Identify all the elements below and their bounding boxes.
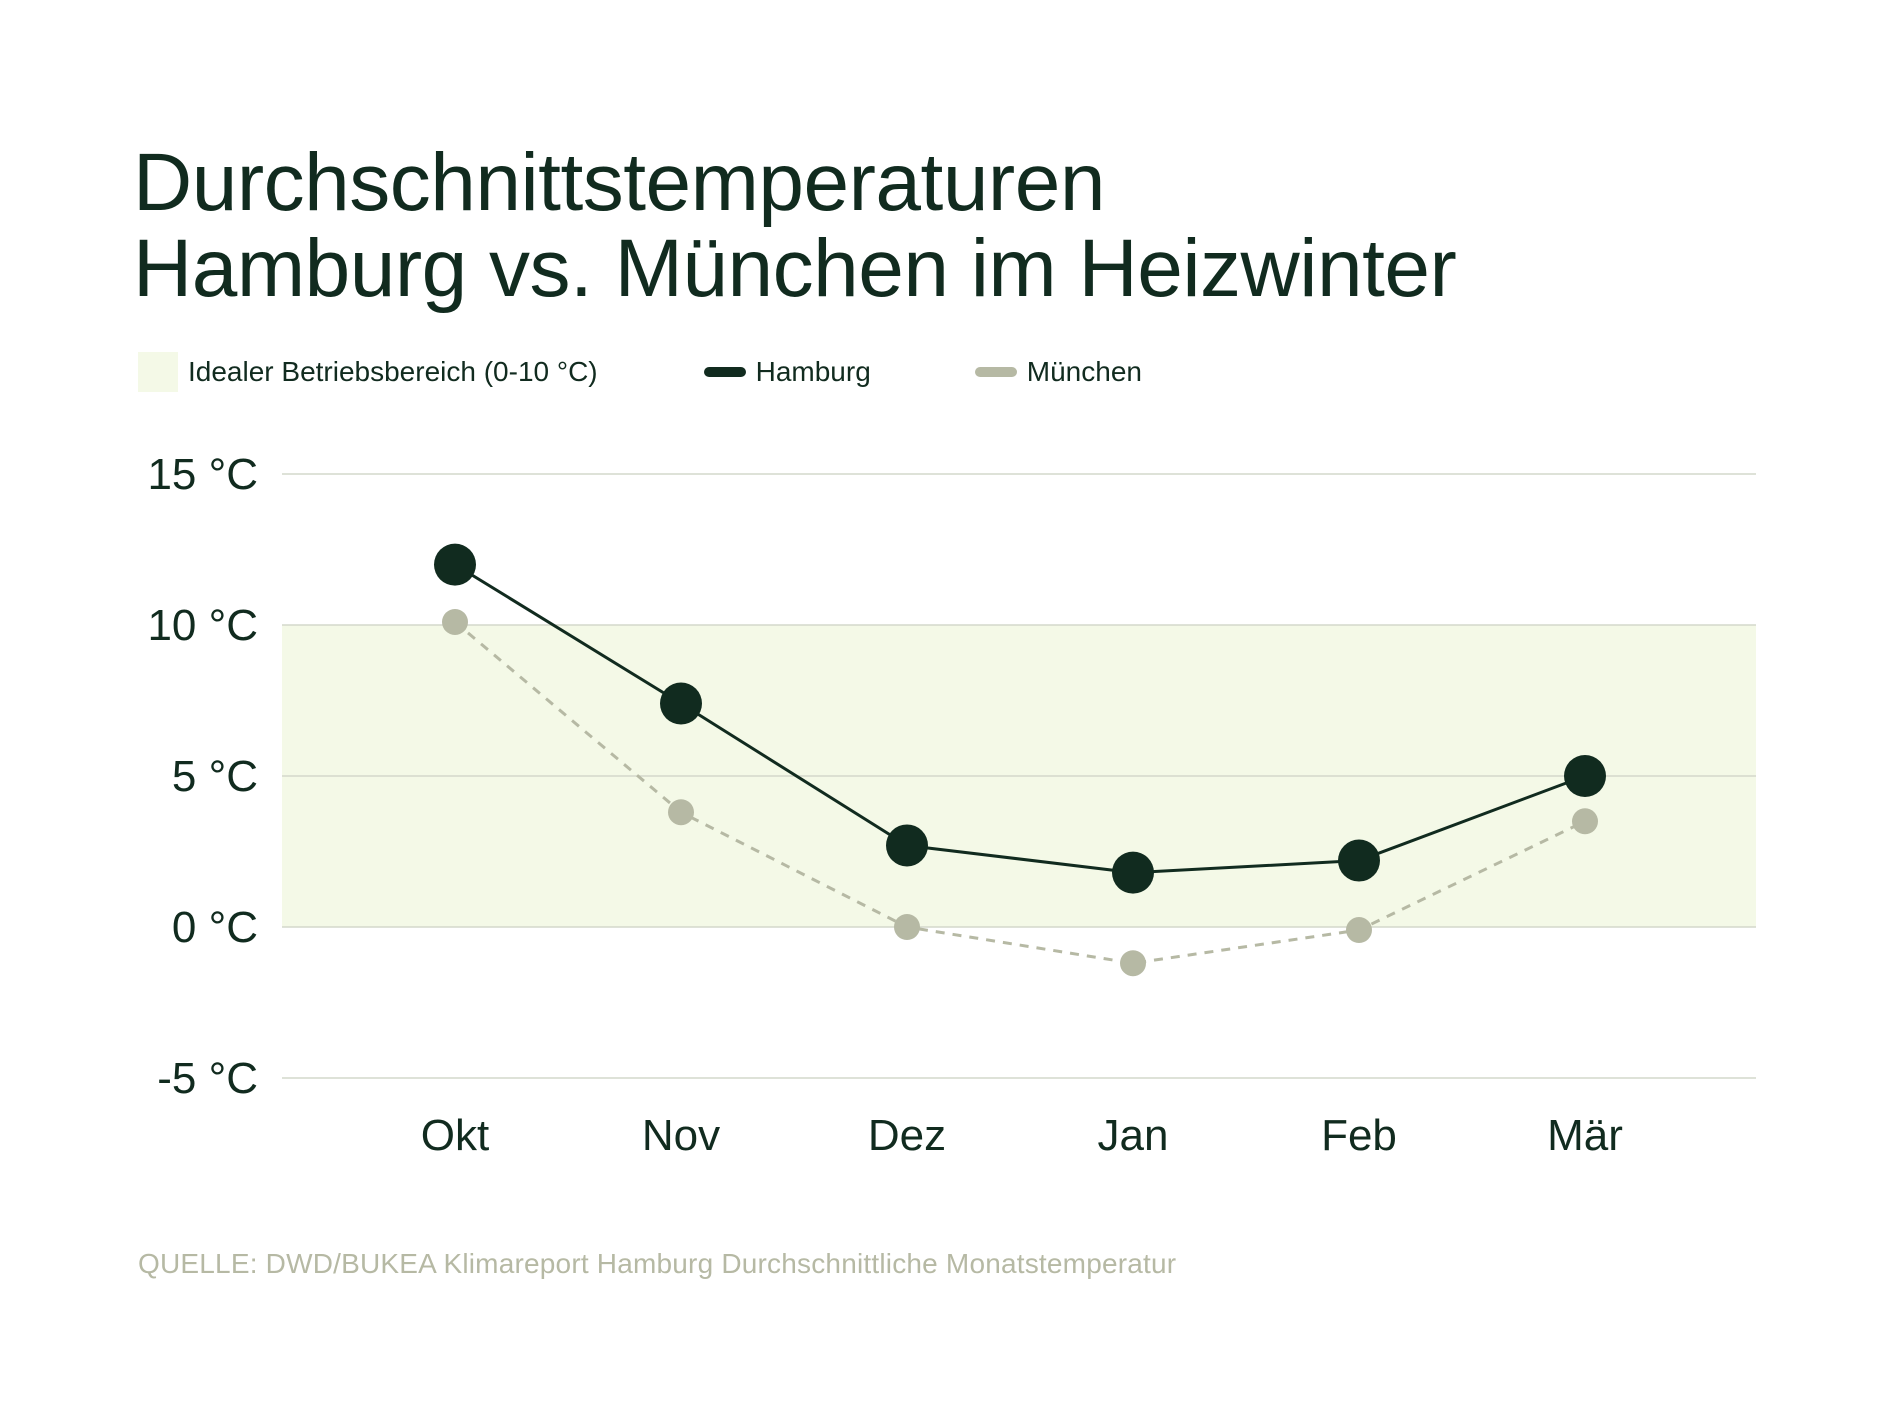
chart-title: Durchschnittstemperaturen Hamburg vs. Mü… <box>133 137 1457 314</box>
x-tick-label-2: Dez <box>868 1111 946 1160</box>
legend: Idealer Betriebsbereich (0-10 °C) Hambur… <box>138 352 1142 392</box>
data-point-hamburg-0 <box>434 543 476 586</box>
x-tick-label-1: Nov <box>642 1111 720 1160</box>
chart-title-line1: Durchschnittstemperaturen <box>133 137 1105 228</box>
data-point-muenchen-2 <box>894 914 920 940</box>
series-line-muenchen <box>454 620 1586 965</box>
legend-item-band: Idealer Betriebsbereich (0-10 °C) <box>138 352 598 392</box>
data-point-hamburg-3 <box>1112 851 1154 894</box>
data-point-hamburg-5 <box>1564 755 1606 797</box>
y-tick-label-2: 5 °C <box>172 752 258 801</box>
series-line-hamburg <box>454 563 1586 875</box>
x-tick-label-4: Feb <box>1321 1111 1397 1160</box>
data-point-hamburg-4 <box>1338 839 1380 882</box>
data-point-muenchen-0 <box>442 608 468 635</box>
data-point-hamburg-2 <box>886 824 928 867</box>
legend-item-hamburg: Hamburg <box>703 356 871 388</box>
chart-title-line2: Hamburg vs. München im Heizwinter <box>133 223 1457 314</box>
legend-swatch-hamburg <box>703 367 746 377</box>
source-note: QUELLE: DWD/BUKEA Klimareport Hamburg Du… <box>138 1248 1177 1279</box>
x-tick-label-0: Okt <box>421 1111 489 1160</box>
data-point-hamburg-1 <box>660 682 702 725</box>
y-tick-label-3: 0 °C <box>172 903 258 952</box>
x-tick-label-3: Jan <box>1098 1111 1169 1160</box>
data-point-muenchen-5 <box>1572 808 1598 835</box>
data-point-muenchen-3 <box>1120 950 1146 977</box>
legend-label-muenchen: München <box>1026 356 1142 387</box>
legend-item-muenchen: München <box>974 356 1142 388</box>
legend-swatch-muenchen <box>974 367 1017 377</box>
y-tick-label-0: 15 °C <box>147 450 258 499</box>
x-tick-label-5: Mär <box>1547 1111 1623 1160</box>
data-point-muenchen-1 <box>668 799 694 826</box>
legend-label-hamburg: Hamburg <box>755 356 871 387</box>
legend-swatch-band <box>138 352 178 392</box>
y-tick-label-1: 10 °C <box>147 601 258 650</box>
data-point-muenchen-4 <box>1346 917 1372 944</box>
legend-label-band: Idealer Betriebsbereich (0-10 °C) <box>188 356 598 387</box>
y-tick-label-4: -5 °C <box>157 1054 258 1103</box>
